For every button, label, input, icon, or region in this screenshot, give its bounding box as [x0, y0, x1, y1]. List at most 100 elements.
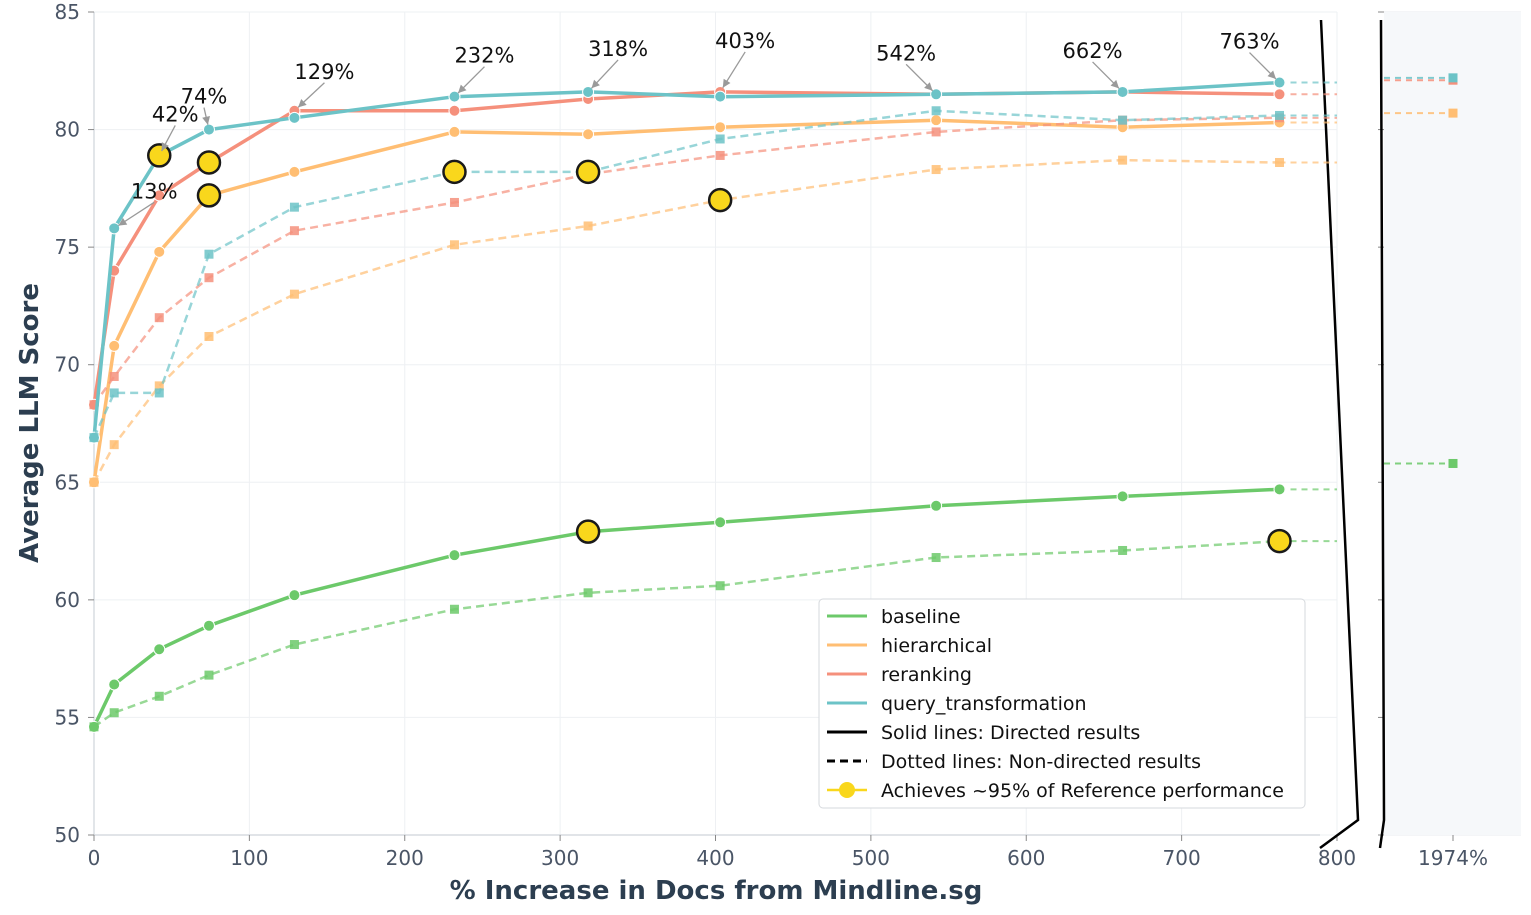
data-point-hierarchical-dashed [449, 240, 459, 250]
data-point-baseline-dashed [204, 670, 214, 680]
annotation-label: 42% [152, 102, 199, 126]
data-point-query-transformation-dashed [89, 433, 99, 443]
legend-box [818, 598, 1306, 809]
data-point-query-transformation-solid [288, 111, 301, 124]
data-point-hierarchical-solid [714, 121, 727, 134]
x-tick-label: 700 [1163, 846, 1201, 870]
data-point-baseline-solid [288, 589, 301, 602]
data-point-baseline-dashed [289, 640, 299, 650]
data-point-baseline-solid [714, 516, 727, 529]
data-point-reranking-solid [153, 189, 166, 202]
data-point-query-transformation-solid [1273, 76, 1286, 89]
series-line-hierarchical-solid [92, 118, 1280, 483]
data-point-hierarchical-dashed [109, 440, 119, 450]
broken-point-baseline-dashed [1448, 458, 1458, 468]
data-point-baseline-dashed [583, 588, 593, 598]
data-point-reranking-dashed [289, 226, 299, 236]
series-line-query-transformation-dashed [92, 109, 1280, 439]
data-point-hierarchical-solid [582, 128, 595, 141]
annotation-arrowhead [161, 142, 169, 152]
data-point-query-transformation-solid [582, 85, 595, 98]
data-point-hierarchical-solid [288, 165, 301, 178]
data-point-hierarchical-solid [153, 245, 166, 258]
data-point-hierarchical-solid [930, 114, 943, 127]
annotation-arrowhead [298, 98, 307, 108]
data-point-hierarchical-dashed [154, 381, 164, 391]
data-point-baseline-solid [1273, 483, 1286, 496]
data-point-reranking-dashed [931, 127, 941, 137]
data-point-reranking-dashed [109, 371, 119, 381]
data-point-query-transformation-solid [714, 90, 727, 103]
data-point-query-transformation-solid [448, 90, 461, 103]
data-point-hierarchical-solid [448, 125, 461, 138]
series-group [88, 73, 1458, 733]
data-point-reranking-dashed [449, 197, 459, 207]
data-point-query-transformation-dashed [109, 388, 119, 398]
y-tick-label: 75 [55, 235, 80, 259]
highlight-marker [1267, 528, 1292, 554]
data-point-hierarchical-solid [108, 339, 121, 352]
data-point-reranking-solid [1273, 88, 1286, 101]
series-line-reranking-solid [92, 90, 1280, 405]
highlight-marker [196, 183, 222, 208]
data-point-hierarchical-dashed [289, 289, 299, 299]
data-point-query-transformation-dashed [204, 249, 214, 259]
data-point-hierarchical-dashed [1118, 155, 1128, 165]
data-point-baseline-solid [153, 643, 166, 656]
data-point-query-transformation-solid [1116, 85, 1129, 98]
highlight-marker [707, 187, 733, 213]
x-tick-label-broken: 1974% [1418, 846, 1488, 870]
annotation-arrowhead [118, 217, 128, 226]
data-point-baseline-dashed [154, 691, 164, 701]
x-tick-label: 200 [386, 846, 424, 870]
y-tick-label: 55 [55, 705, 80, 729]
highlight-marker [575, 159, 601, 185]
legend-swatch-marker [839, 782, 855, 798]
series-line-query-transformation-solid [92, 80, 1280, 438]
axes: 50 55 60 65 70 75 80 85 0 100 200 300 400 500 600 700 80… [55, 0, 1488, 870]
x-tick-label: 100 [230, 846, 268, 870]
data-point-query-transformation-dashed [154, 388, 164, 398]
highlight-marker [575, 519, 601, 544]
annotation-arrowhead [458, 84, 467, 94]
data-point-baseline-dashed [109, 708, 119, 718]
annotation-label: 403% [715, 29, 775, 53]
annotation-label: 74% [181, 85, 228, 109]
data-point-baseline-solid [930, 499, 943, 512]
highlight-marker [442, 159, 467, 185]
annotation-label: 232% [454, 44, 514, 68]
data-point-baseline-dashed [1118, 545, 1128, 555]
data-point-query-transformation-solid [930, 88, 943, 101]
data-point-reranking-dashed [715, 150, 725, 160]
legend-label: baseline [881, 606, 961, 628]
axis-break-mark-right [1378, 19, 1386, 849]
broken-axis-panel [1384, 12, 1521, 835]
annotation-label: 542% [876, 41, 936, 65]
data-point-query-transformation-solid [108, 222, 121, 235]
annotation-label: 13% [131, 179, 178, 203]
annotation-label: 763% [1219, 30, 1279, 54]
data-point-baseline-dashed [715, 581, 725, 591]
legend-label: Achieves ~95% of Reference performance [881, 780, 1284, 802]
data-point-hierarchical-dashed [583, 221, 593, 231]
legend-label: reranking [881, 664, 972, 686]
series-line-reranking-dashed [92, 116, 1280, 406]
data-point-reranking-dashed [154, 313, 164, 323]
data-point-query-transformation-solid [202, 123, 215, 136]
y-tick-label: 60 [55, 588, 80, 612]
data-point-query-transformation-dashed [289, 202, 299, 212]
data-point-reranking-dashed [89, 400, 99, 410]
data-point-query-transformation-dashed [1118, 115, 1128, 125]
x-axis-title: % Increase in Docs from Mindline.sg [450, 876, 983, 906]
data-point-baseline-dashed [931, 553, 941, 563]
x-tick-label: 800 [1318, 846, 1356, 870]
annotation-arrowhead [722, 78, 731, 88]
annotations: 13% 42%74% 129% 232% 318% 403% 542% 662% 763% [118, 29, 1280, 227]
data-point-baseline-dashed [449, 604, 459, 614]
highlight-markers [147, 143, 1292, 554]
y-tick-label: 80 [55, 118, 80, 142]
data-point-hierarchical-dashed [931, 165, 941, 175]
y-tick-label: 50 [55, 823, 80, 847]
y-tick-label: 70 [55, 353, 80, 377]
annotation-arrowhead [202, 116, 210, 125]
